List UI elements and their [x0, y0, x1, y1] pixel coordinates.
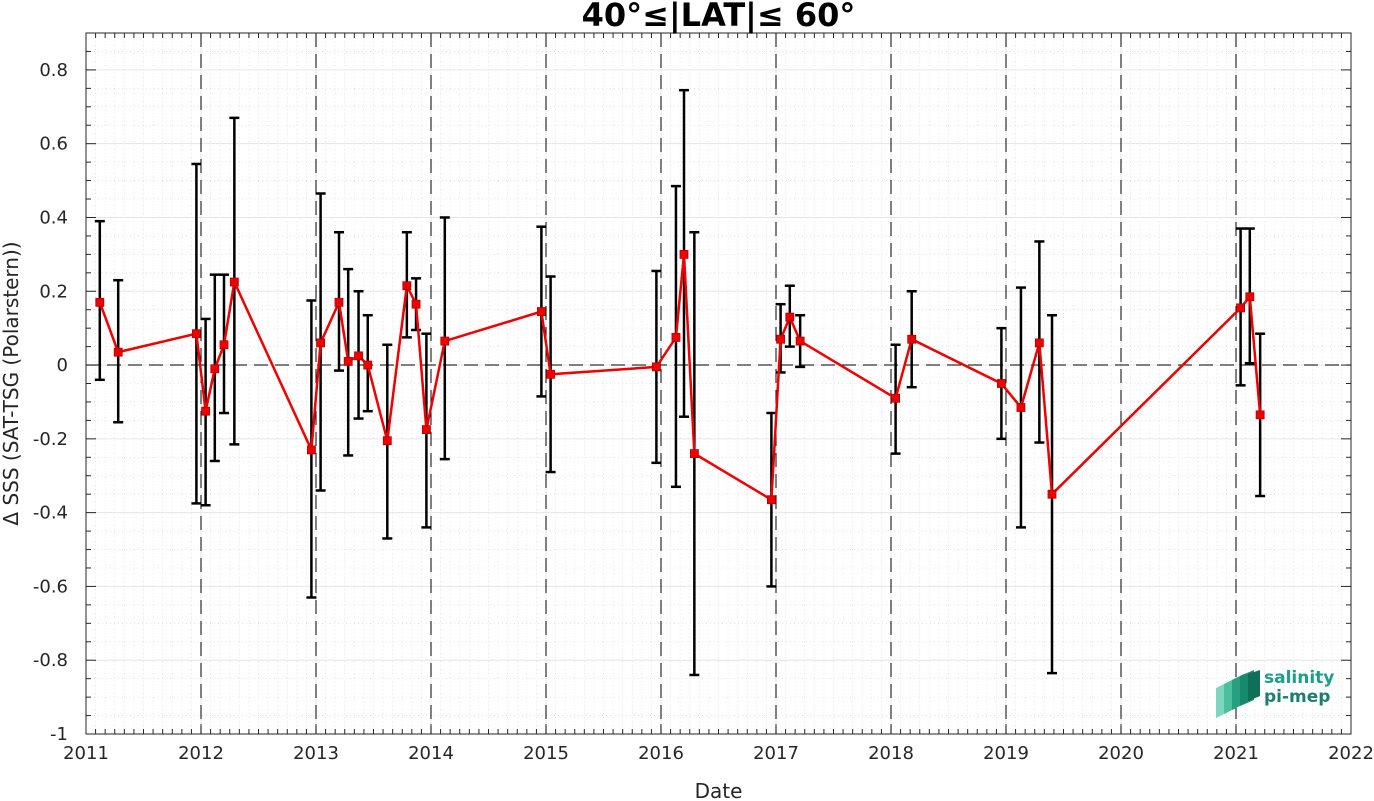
x-tick-label: 2020	[1098, 743, 1144, 764]
data-point	[1047, 489, 1057, 499]
data-point	[1034, 338, 1044, 348]
tick-labels: 2011 2012 2013 2014 2015 2016 2017 2018 2019 2020…	[33, 60, 1374, 764]
y-tick-label: 0	[57, 355, 68, 376]
logo-line2: pi-mep	[1264, 687, 1331, 707]
data-point	[679, 249, 689, 259]
x-tick-label: 2012	[178, 743, 224, 764]
data-point	[411, 299, 421, 309]
y-axis-label: Δ SSS (SAT-TSG (Polarstern))	[0, 241, 23, 525]
data-point	[785, 312, 795, 322]
data-point	[1255, 410, 1265, 420]
chart-title: 40°≤|LAT|≤ 60°	[582, 0, 856, 35]
data-point	[907, 334, 917, 344]
x-tick-label: 2013	[293, 743, 339, 764]
y-tick-label: -0.2	[33, 429, 68, 450]
data-point	[440, 336, 450, 346]
data-point	[1245, 292, 1255, 302]
data-point	[1016, 403, 1026, 412]
y-tick-label: 0.6	[39, 134, 68, 155]
data-point	[795, 336, 805, 346]
x-tick-label: 2018	[868, 743, 914, 764]
data-point	[343, 356, 353, 366]
data-point	[891, 393, 900, 403]
salinity-pi-mep-logo: salinity pi-mep	[1214, 668, 1344, 720]
data-point	[201, 406, 211, 416]
data-series	[95, 249, 1265, 505]
wave-logo-icon	[1216, 670, 1260, 718]
data-point	[402, 281, 412, 291]
y-tick-label: -1	[50, 724, 68, 745]
data-point	[229, 277, 239, 287]
data-point	[546, 369, 555, 379]
reference-lines	[86, 33, 1351, 734]
data-point	[652, 362, 661, 372]
data-point	[113, 347, 123, 357]
logo-line1: salinity	[1264, 668, 1335, 688]
x-tick-label: 2011	[63, 743, 109, 764]
y-tick-label: -0.4	[33, 503, 68, 524]
y-tick-label: 0.8	[39, 60, 68, 81]
x-tick-label: 2022	[1328, 743, 1374, 764]
x-tick-label: 2014	[408, 743, 454, 764]
data-point	[334, 297, 344, 307]
data-point	[306, 445, 316, 455]
y-tick-label: 0.2	[39, 281, 68, 302]
data-point	[191, 329, 201, 339]
x-axis-label: Date	[695, 779, 743, 801]
grid	[85, 32, 1352, 735]
data-point	[95, 297, 105, 307]
data-point	[219, 340, 229, 350]
y-tick-label: -0.8	[33, 650, 68, 671]
data-point	[210, 364, 220, 374]
data-point	[689, 449, 699, 459]
x-tick-label: 2015	[523, 743, 569, 764]
data-point	[382, 436, 392, 446]
y-tick-label: -0.6	[33, 576, 68, 597]
data-point	[776, 334, 785, 344]
plot-frame	[85, 32, 1352, 735]
data-point	[421, 425, 431, 435]
data-point	[354, 351, 363, 361]
data-point	[363, 360, 373, 370]
x-tick-label: 2017	[753, 743, 799, 764]
data-point	[671, 332, 681, 342]
data-point	[537, 307, 546, 316]
data-point	[997, 379, 1006, 388]
data-point	[316, 338, 326, 348]
y-tick-label: 0.4	[39, 207, 68, 228]
data-point	[1236, 303, 1245, 313]
x-tick-label: 2021	[1213, 743, 1259, 764]
x-tick-label: 2019	[983, 743, 1029, 764]
x-tick-label: 2016	[638, 743, 684, 764]
data-point	[767, 495, 776, 505]
